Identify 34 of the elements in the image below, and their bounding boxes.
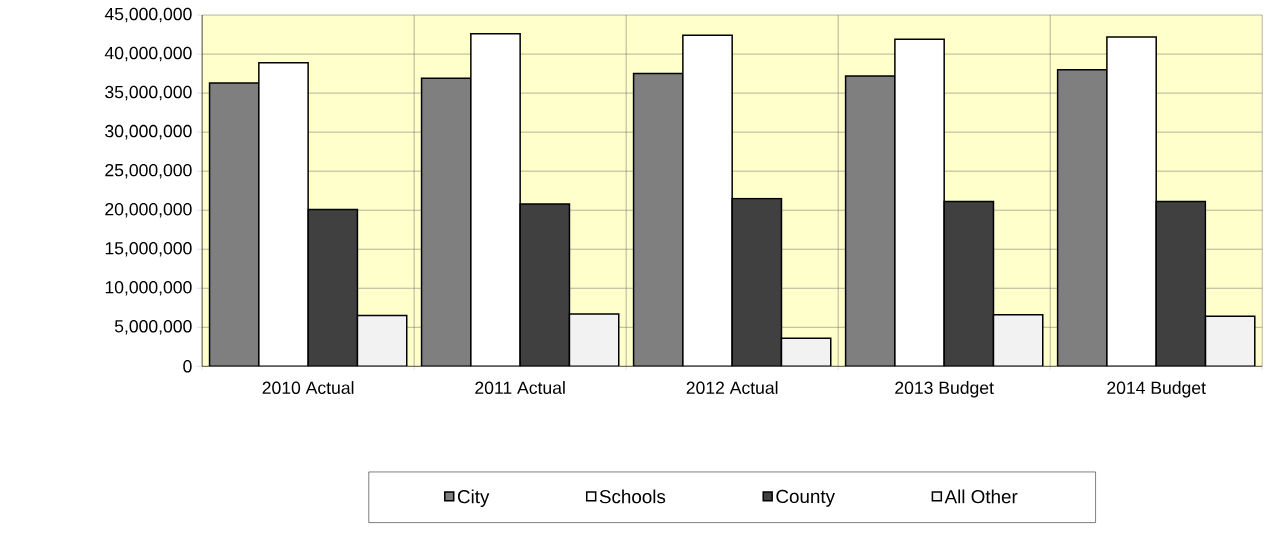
bar: [844, 75, 896, 367]
bar: [208, 82, 260, 367]
y-tick-label: 0: [183, 360, 192, 373]
bar: [992, 314, 1044, 367]
x-tick-label: 2013 Budget: [895, 381, 994, 398]
legend-label: All Other: [944, 489, 1018, 504]
bar: [894, 38, 945, 367]
bar: [632, 73, 684, 367]
x-tick-label: 2014 Budget: [1107, 381, 1206, 398]
bar: [1106, 36, 1157, 367]
x-tick-label: 2012 Actual: [686, 381, 778, 395]
y-tick-label: 30,000,000: [105, 125, 192, 140]
legend-label: Schools: [599, 489, 666, 504]
x-tick-label: 2010 Actual: [262, 381, 354, 395]
bar: [780, 337, 832, 367]
bar: [420, 77, 472, 367]
bar: [258, 62, 309, 367]
y-tick-label: 20,000,000: [105, 203, 192, 218]
bar: [1056, 69, 1108, 367]
bar: [356, 315, 408, 367]
legend-label: County: [776, 489, 835, 508]
x-tick-label: 2011 Actual: [475, 381, 565, 395]
y-tick-label: 25,000,000: [105, 164, 192, 179]
y-tick-label: 45,000,000: [104, 8, 192, 23]
legend-label: City: [457, 489, 490, 508]
y-tick-label: 5,000,000: [114, 320, 192, 335]
bar: [682, 34, 733, 367]
y-tick-label: 40,000,000: [104, 47, 192, 62]
y-tick-label: 35,000,000: [105, 86, 192, 101]
y-tick-label: 15,000,000: [105, 242, 192, 257]
bar: [568, 313, 620, 367]
bar: [470, 33, 521, 367]
bar: [1204, 315, 1256, 367]
y-tick-label: 10,000,000: [105, 281, 192, 296]
